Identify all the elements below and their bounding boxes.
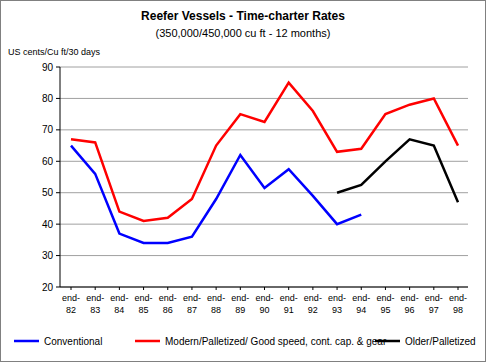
y-tick-label: 40 bbox=[42, 219, 54, 230]
x-tick-label: end-85 bbox=[135, 293, 153, 315]
legend-label: Older/Palletized bbox=[405, 336, 476, 347]
x-tick-label: end-95 bbox=[376, 293, 394, 315]
x-tick bbox=[337, 287, 338, 290]
x-tick-label: end-96 bbox=[401, 293, 419, 315]
series-line bbox=[337, 139, 458, 202]
grid-line bbox=[60, 255, 468, 256]
subtitle: (350,000/450,000 cu ft - 12 months) bbox=[156, 27, 331, 39]
x-tick bbox=[264, 287, 265, 290]
x-tick-label: end-94 bbox=[352, 293, 370, 315]
chart: Reefer Vessels - Time-charter Rates (350,… bbox=[0, 0, 486, 362]
y-tick bbox=[56, 129, 60, 130]
y-tick bbox=[56, 67, 60, 68]
x-tick bbox=[216, 287, 217, 290]
grid-line bbox=[60, 192, 468, 193]
x-tick-label: end-84 bbox=[110, 293, 128, 315]
x-tick bbox=[167, 287, 168, 290]
x-tick-label: end-87 bbox=[183, 293, 201, 315]
x-tick-label: end-82 bbox=[62, 293, 80, 315]
x-tick-label: end-90 bbox=[255, 293, 273, 315]
title: Reefer Vessels - Time-charter Rates bbox=[141, 9, 345, 23]
plot-area bbox=[71, 83, 458, 243]
x-tick bbox=[312, 287, 313, 290]
series-line bbox=[71, 83, 458, 221]
y-tick-label: 30 bbox=[42, 250, 54, 261]
x-tick bbox=[143, 287, 144, 290]
y-axis bbox=[60, 67, 61, 287]
y-tick bbox=[56, 192, 60, 193]
x-tick-label: end-98 bbox=[449, 293, 467, 315]
x-tick bbox=[95, 287, 96, 290]
y-tick bbox=[56, 287, 60, 288]
legend-swatch bbox=[375, 340, 400, 343]
x-tick bbox=[240, 287, 241, 290]
y-tick-label: 90 bbox=[42, 62, 54, 73]
x-tick bbox=[361, 287, 362, 290]
grid-line bbox=[60, 67, 468, 68]
x-tick bbox=[385, 287, 386, 290]
y-axis-label: US cents/Cu ft/30 days bbox=[8, 47, 101, 57]
x-tick bbox=[288, 287, 289, 290]
y-tick-label: 80 bbox=[42, 93, 54, 104]
y-tick bbox=[56, 255, 60, 256]
x-tick-label: end-88 bbox=[207, 293, 225, 315]
x-tick bbox=[458, 287, 459, 290]
y-tick-label: 20 bbox=[42, 282, 54, 293]
x-tick bbox=[191, 287, 192, 290]
y-tick-label: 70 bbox=[42, 124, 54, 135]
grid-line bbox=[60, 161, 468, 162]
x-tick-label: end-91 bbox=[280, 293, 298, 315]
x-tick bbox=[119, 287, 120, 290]
y-tick bbox=[56, 98, 60, 99]
x-tick-label: end-92 bbox=[304, 293, 322, 315]
grid-line bbox=[60, 98, 468, 99]
x-tick-label: end-89 bbox=[231, 293, 249, 315]
legend-swatch bbox=[135, 340, 160, 343]
y-tick-label: 50 bbox=[42, 187, 54, 198]
x-tick-label: end-83 bbox=[86, 293, 104, 315]
legend-label: Conventional bbox=[44, 336, 102, 347]
x-tick-label: end-86 bbox=[159, 293, 177, 315]
legend-swatch bbox=[14, 340, 39, 343]
x-tick bbox=[71, 287, 72, 290]
x-tick bbox=[409, 287, 410, 290]
x-tick bbox=[433, 287, 434, 290]
x-tick-label: end-97 bbox=[425, 293, 443, 315]
y-tick bbox=[56, 161, 60, 162]
x-tick-label: end-93 bbox=[328, 293, 346, 315]
legend-label: Modern/Palletized/ Good speed, cont. cap… bbox=[165, 336, 387, 347]
frame bbox=[1, 1, 486, 362]
y-tick bbox=[56, 224, 60, 225]
y-tick-label: 60 bbox=[42, 156, 54, 167]
grid-line bbox=[60, 224, 468, 225]
grid-line bbox=[60, 129, 468, 130]
